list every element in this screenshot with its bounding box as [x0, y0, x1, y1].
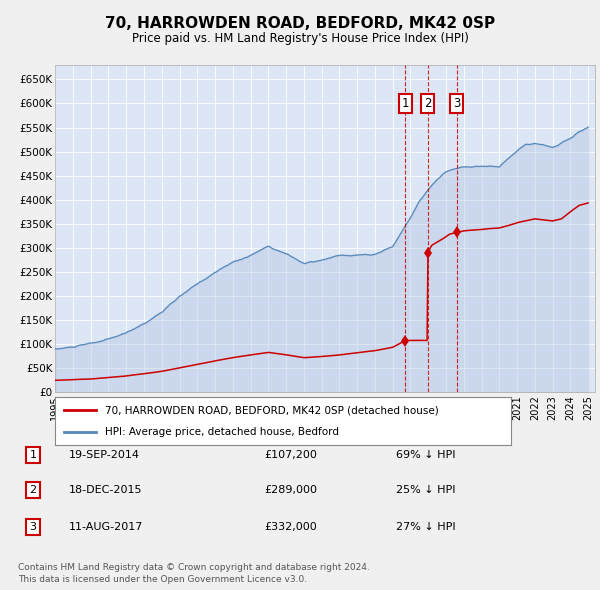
Text: 69% ↓ HPI: 69% ↓ HPI	[396, 450, 455, 460]
Text: 1: 1	[402, 97, 409, 110]
Text: £332,000: £332,000	[264, 522, 317, 532]
Text: 25% ↓ HPI: 25% ↓ HPI	[396, 485, 455, 495]
Text: 1: 1	[29, 450, 37, 460]
Text: 19-SEP-2014: 19-SEP-2014	[69, 450, 140, 460]
Text: £289,000: £289,000	[264, 485, 317, 495]
Text: 2: 2	[29, 485, 37, 495]
Text: 70, HARROWDEN ROAD, BEDFORD, MK42 0SP: 70, HARROWDEN ROAD, BEDFORD, MK42 0SP	[105, 16, 495, 31]
Text: 3: 3	[29, 522, 37, 532]
Text: £107,200: £107,200	[264, 450, 317, 460]
Text: 3: 3	[453, 97, 461, 110]
Text: 70, HARROWDEN ROAD, BEDFORD, MK42 0SP (detached house): 70, HARROWDEN ROAD, BEDFORD, MK42 0SP (d…	[106, 405, 439, 415]
Text: Contains HM Land Registry data © Crown copyright and database right 2024.
This d: Contains HM Land Registry data © Crown c…	[18, 563, 370, 584]
Text: HPI: Average price, detached house, Bedford: HPI: Average price, detached house, Bedf…	[106, 427, 340, 437]
Text: 18-DEC-2015: 18-DEC-2015	[69, 485, 143, 495]
Text: 11-AUG-2017: 11-AUG-2017	[69, 522, 143, 532]
Text: 2: 2	[424, 97, 431, 110]
Text: 27% ↓ HPI: 27% ↓ HPI	[396, 522, 455, 532]
Text: Price paid vs. HM Land Registry's House Price Index (HPI): Price paid vs. HM Land Registry's House …	[131, 32, 469, 45]
